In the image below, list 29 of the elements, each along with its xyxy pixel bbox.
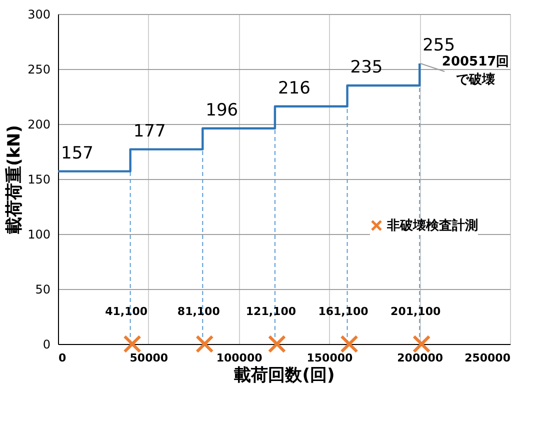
data-label: 196: [206, 100, 238, 120]
x-axis-title: 載荷回数(回): [233, 366, 335, 386]
legend-label: 非破壊検査計測: [386, 218, 478, 234]
y-axis-title: 載荷荷重(kN): [4, 124, 25, 236]
x-tick-label: 200000: [397, 352, 444, 364]
annotation: 41,100: [105, 305, 148, 318]
x-tick-label: 50000: [130, 352, 168, 364]
annotation: で破壊: [456, 72, 496, 88]
data-label: 157: [61, 143, 94, 164]
annotation: 81,100: [177, 305, 220, 318]
data-label: 235: [350, 58, 383, 78]
y-tick-label: 0: [42, 338, 50, 352]
annotation: 200517回: [442, 54, 510, 70]
data-label: 216: [278, 78, 310, 98]
y-tick-label: 50: [35, 282, 50, 296]
annotation: 121,100: [246, 305, 296, 318]
x-tick-label: 150000: [306, 352, 353, 364]
x-tick-label: 0: [58, 352, 66, 364]
data-label: 177: [133, 121, 166, 142]
y-tick-label: 200: [28, 118, 50, 132]
data-label: 255: [422, 36, 456, 56]
y-tick-label: 250: [28, 62, 50, 76]
annotation: 161,100: [318, 305, 369, 318]
y-tick-label: 100: [28, 228, 50, 242]
y-tick-label: 150: [28, 172, 50, 186]
annotation: 201,100: [390, 305, 441, 318]
x-tick-label: 100000: [216, 352, 263, 364]
x-tick-label: 250000: [464, 352, 511, 364]
y-tick-label: 300: [28, 8, 50, 22]
